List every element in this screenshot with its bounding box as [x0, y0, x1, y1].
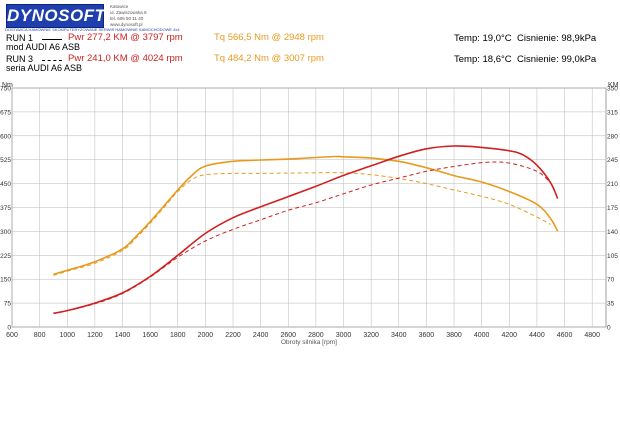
x-axis-label: Obroty silnika [rpm]	[281, 339, 337, 346]
dyno-chart: 600 800 1000 1200 1400 1600 1800 2000 2200 2400 26…	[0, 82, 619, 346]
y-left-tick-label: 675	[0, 109, 11, 116]
y-left-tick-label: 0	[7, 325, 11, 332]
run1-power: Pwr 277,2 KM @ 3797 rpm	[68, 32, 183, 43]
logo-tagline: DOSTAWCA HAMOWNIE SKOMPUTERYZOWANE SERWI…	[5, 27, 180, 32]
x-tick-label: 1800	[170, 332, 186, 339]
x-tick-label: 3600	[419, 332, 435, 339]
x-tick-label: 2400	[253, 332, 269, 339]
run3-description: seria AUDI A6 ASB	[6, 63, 83, 73]
run1-pressure: Cisnienie: 98,9kPa	[517, 33, 597, 44]
y-axis-left-label: Nm	[2, 82, 13, 89]
y-left-tick-label: 225	[0, 253, 11, 260]
y-left-tick-label: 750	[0, 86, 11, 93]
chart-axes: 600 800 1000 1200 1400 1600 1800 2000 2200 2400 26…	[0, 86, 618, 340]
x-tick-label: 4600	[557, 332, 573, 339]
y-right-tick-label: 245	[607, 157, 618, 164]
y-left-tick-label: 375	[0, 205, 11, 212]
run1-torque: Tq 566,5 Nm @ 2948 rpm	[214, 32, 324, 43]
run3-label: RUN 3	[6, 54, 34, 64]
x-tick-label: 3200	[363, 332, 379, 339]
y-right-tick-label: 280	[607, 133, 618, 140]
report-header: DYNOSOFT DOSTAWCA HAMOWNIE SKOMPUTERYZOW…	[0, 0, 620, 86]
address-line-3: tel. 606 50 11 40	[110, 16, 144, 21]
x-tick-label: 1200	[87, 332, 103, 339]
y-left-tick-label: 525	[0, 157, 11, 164]
x-tick-label: 1600	[142, 332, 158, 339]
dynosoft-logo: DYNOSOFT	[6, 4, 105, 28]
x-tick-label: 1400	[115, 332, 131, 339]
address-line-4: www.dynosoft.pl	[110, 22, 143, 27]
series-line-run-3-pwr	[53, 161, 552, 314]
x-tick-label: 1000	[59, 332, 75, 339]
run1-label: RUN 1	[6, 33, 34, 43]
y-right-tick-label: 140	[607, 229, 618, 236]
series-line-run-1-tq	[53, 155, 559, 276]
y-right-tick-label: 0	[607, 325, 611, 332]
y-left-tick-label: 600	[0, 133, 11, 140]
chart-series	[53, 145, 559, 315]
series-line-run-1-pwr	[53, 145, 559, 315]
run1-description: mod AUDI A6 ASB	[6, 42, 81, 52]
run1-line-sample	[42, 39, 62, 40]
x-tick-label: 2000	[198, 332, 214, 339]
run3-power: Pwr 241,0 KM @ 4024 rpm	[68, 53, 183, 64]
run3-pressure: Cisnienie: 99,0kPa	[517, 54, 597, 65]
chart-grid	[11, 87, 607, 328]
x-tick-label: 4400	[529, 332, 545, 339]
run3-line-sample	[42, 60, 62, 61]
x-tick-label: 600	[6, 332, 18, 339]
y-right-tick-label: 35	[607, 301, 615, 308]
y-right-tick-label: 210	[607, 181, 618, 188]
y-right-tick-label: 105	[607, 253, 618, 260]
y-right-tick-label: 315	[607, 109, 618, 116]
x-tick-label: 800	[34, 332, 46, 339]
y-right-tick-label: 175	[607, 205, 618, 212]
x-tick-label: 4200	[502, 332, 518, 339]
x-tick-label: 4000	[474, 332, 490, 339]
series-line-run-3-tq	[53, 172, 551, 276]
y-left-tick-label: 450	[0, 181, 11, 188]
address-line-1: Katowice	[110, 4, 129, 9]
y-axis-right-label: KM	[608, 82, 619, 89]
run3-torque: Tq 484,2 Nm @ 3007 rpm	[214, 53, 324, 64]
x-tick-label: 3800	[446, 332, 462, 339]
y-left-tick-label: 300	[0, 229, 11, 236]
x-tick-label: 2200	[225, 332, 241, 339]
y-left-tick-label: 75	[4, 301, 12, 308]
x-tick-label: 2800	[308, 332, 324, 339]
x-tick-label: 3000	[336, 332, 352, 339]
address-line-2: ul. Zawiszowska 8	[110, 10, 147, 15]
run3-temp: Temp: 18,6°C	[454, 54, 512, 65]
y-right-tick-label: 70	[607, 277, 615, 284]
y-left-tick-label: 150	[0, 277, 11, 284]
y-right-tick-label: 350	[607, 86, 618, 93]
run1-temp: Temp: 19,0°C	[454, 33, 512, 44]
x-tick-label: 4800	[584, 332, 600, 339]
x-tick-label: 2600	[280, 332, 296, 339]
x-tick-label: 3400	[391, 332, 407, 339]
